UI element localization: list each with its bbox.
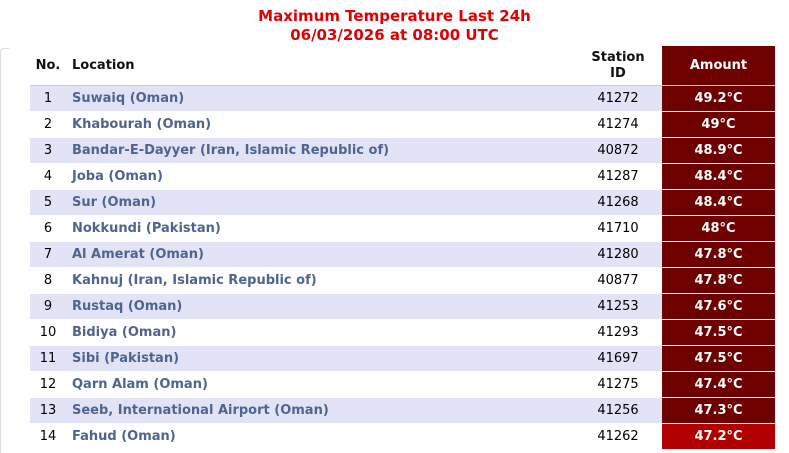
table-row[interactable]: 5 Sur (Oman) 41268 48.4°C xyxy=(30,189,775,216)
amount: 48.4°C xyxy=(662,189,775,216)
table-row[interactable]: 10 Bidiya (Oman) 41293 47.5°C xyxy=(30,319,775,346)
location[interactable]: Bandar-E-Dayyer (Iran, Islamic Republic … xyxy=(66,137,574,164)
table-row[interactable]: 11 Sibi (Pakistan) 41697 47.5°C xyxy=(30,345,775,372)
amount: 47.6°C xyxy=(662,293,775,320)
location[interactable]: Sibi (Pakistan) xyxy=(66,345,574,372)
table-body: 1 Suwaiq (Oman) 41272 49.2°C 2 Khabourah (Oma… xyxy=(30,85,775,449)
amount: 47.5°C xyxy=(662,345,775,372)
amount: 49.2°C xyxy=(662,85,775,112)
row-number: 5 xyxy=(30,189,66,216)
table-row[interactable]: 3 Bandar-E-Dayyer (Iran, Islamic Republic… xyxy=(30,137,775,164)
location[interactable]: Seeb, International Airport (Oman) xyxy=(66,397,574,424)
panel-edge xyxy=(0,48,9,453)
table-row[interactable]: 6 Nokkundi (Pakistan) 41710 48°C xyxy=(30,215,775,242)
location[interactable]: Qarn Alam (Oman) xyxy=(66,371,574,398)
column-header[interactable]: Location xyxy=(66,46,574,86)
location[interactable]: Suwaiq (Oman) xyxy=(66,85,574,112)
station-id: 41697 xyxy=(574,345,662,372)
header-row: No. Location Station ID Amount xyxy=(30,46,775,86)
column-header[interactable]: Station ID xyxy=(574,46,662,86)
column-header[interactable]: No. xyxy=(30,46,66,86)
location[interactable]: Nokkundi (Pakistan) xyxy=(66,215,574,242)
table-row[interactable]: 14 Fahud (Oman) 41262 47.2°C xyxy=(30,423,775,449)
temperature-table: No. Location Station ID Amount 1 Suwaiq (… xyxy=(30,46,775,449)
table-row[interactable]: 4 Joba (Oman) 41287 48.4°C xyxy=(30,163,775,190)
row-number: 11 xyxy=(30,345,66,372)
column-header[interactable]: Amount xyxy=(662,46,775,86)
station-id: 40872 xyxy=(574,137,662,164)
table-row[interactable]: 8 Kahnuj (Iran, Islamic Republic of) 40877… xyxy=(30,267,775,294)
title-block: Maximum Temperature Last 24h 06/03/2026 … xyxy=(0,7,789,45)
location[interactable]: Al Amerat (Oman) xyxy=(66,241,574,268)
row-number: 2 xyxy=(30,111,66,138)
station-id: 40877 xyxy=(574,267,662,294)
location[interactable]: Rustaq (Oman) xyxy=(66,293,574,320)
station-id: 41710 xyxy=(574,215,662,242)
location[interactable]: Sur (Oman) xyxy=(66,189,574,216)
row-number: 1 xyxy=(30,85,66,112)
amount: 48.4°C xyxy=(662,163,775,190)
row-number: 10 xyxy=(30,319,66,346)
row-number: 4 xyxy=(30,163,66,190)
table-row[interactable]: 7 Al Amerat (Oman) 41280 47.8°C xyxy=(30,241,775,268)
amount: 49°C xyxy=(662,111,775,138)
station-id: 41287 xyxy=(574,163,662,190)
row-number: 14 xyxy=(30,423,66,449)
amount: 47.5°C xyxy=(662,319,775,346)
station-id: 41280 xyxy=(574,241,662,268)
location[interactable]: Joba (Oman) xyxy=(66,163,574,190)
row-number: 9 xyxy=(30,293,66,320)
amount: 48.9°C xyxy=(662,137,775,164)
table-row[interactable]: 2 Khabourah (Oman) 41274 49°C xyxy=(30,111,775,138)
amount: 47.3°C xyxy=(662,397,775,424)
table-row[interactable]: 13 Seeb, International Airport (Oman) 4125… xyxy=(30,397,775,424)
table-row[interactable]: 1 Suwaiq (Oman) 41272 49.2°C xyxy=(30,85,775,112)
column-header-text: Station ID xyxy=(591,49,645,81)
amount: 47.8°C xyxy=(662,241,775,268)
station-id: 41256 xyxy=(574,397,662,424)
row-number: 12 xyxy=(30,371,66,398)
title: Maximum Temperature Last 24h xyxy=(258,7,531,25)
station-id: 41293 xyxy=(574,319,662,346)
row-number: 8 xyxy=(30,267,66,294)
location[interactable]: Khabourah (Oman) xyxy=(66,111,574,138)
station-id: 41274 xyxy=(574,111,662,138)
location[interactable]: Bidiya (Oman) xyxy=(66,319,574,346)
location[interactable]: Fahud (Oman) xyxy=(66,423,574,449)
station-id: 41253 xyxy=(574,293,662,320)
subtitle: 06/03/2026 at 08:00 UTC xyxy=(290,26,499,44)
amount: 48°C xyxy=(662,215,775,242)
station-id: 41272 xyxy=(574,85,662,112)
table-row[interactable]: 9 Rustaq (Oman) 41253 47.6°C xyxy=(30,293,775,320)
location[interactable]: Kahnuj (Iran, Islamic Republic of) xyxy=(66,267,574,294)
amount: 47.4°C xyxy=(662,371,775,398)
amount: 47.2°C xyxy=(662,423,775,449)
station-id: 41275 xyxy=(574,371,662,398)
station-id: 41268 xyxy=(574,189,662,216)
row-number: 13 xyxy=(30,397,66,424)
row-number: 6 xyxy=(30,215,66,242)
row-number: 3 xyxy=(30,137,66,164)
station-id: 41262 xyxy=(574,423,662,449)
amount: 47.8°C xyxy=(662,267,775,294)
row-number: 7 xyxy=(30,241,66,268)
table-row[interactable]: 12 Qarn Alam (Oman) 41275 47.4°C xyxy=(30,371,775,398)
